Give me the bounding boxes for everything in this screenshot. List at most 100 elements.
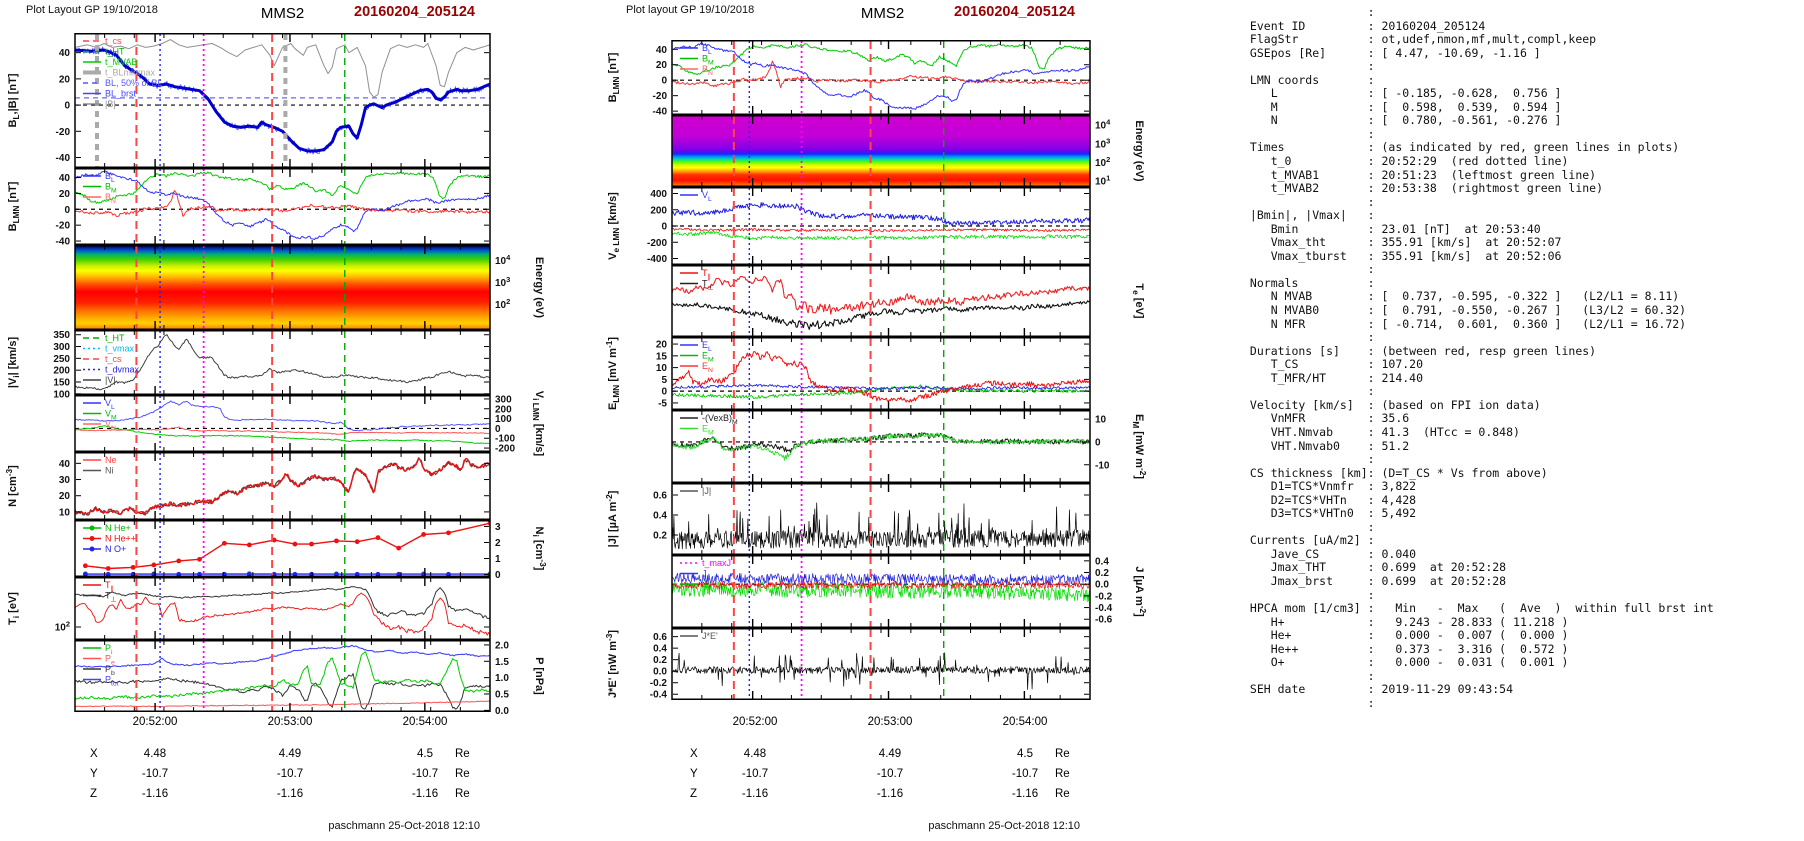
svg-text:VM: VM: [105, 409, 117, 422]
summary-line: :: [1243, 519, 1375, 534]
credit-line: paschmann 25-Oct-2018 12:10: [328, 820, 480, 832]
svg-text:0.6: 0.6: [653, 491, 667, 502]
svg-text:350: 350: [53, 330, 70, 341]
svg-text:|V|: |V|: [105, 375, 116, 385]
svg-text:BM: BM: [105, 182, 117, 195]
svg-text:Ni: Ni: [105, 466, 114, 476]
svg-text:Ti [eV]: Ti [eV]: [7, 592, 21, 625]
time-tick-label: 20:53:00: [867, 716, 913, 728]
time-axis-labels: 20:52:00 20:53:00 20:54:00: [0, 716, 560, 732]
svg-text:|J| [µA m-2]: |J| [µA m-2]: [604, 490, 619, 547]
svg-text:t_cs: t_cs: [105, 354, 122, 364]
pos-unit: Re: [455, 768, 470, 780]
svg-text:0.6: 0.6: [653, 632, 667, 643]
svg-text:-0.4: -0.4: [1095, 603, 1113, 614]
svg-text:Pe: Pe: [105, 654, 115, 667]
time-tick-label: 20:52:00: [732, 716, 778, 728]
pos-unit: Re: [455, 748, 470, 760]
svg-text:EM: EM: [702, 424, 714, 437]
svg-text:150: 150: [53, 378, 70, 389]
svg-text:-0.2: -0.2: [650, 678, 668, 689]
svg-text:300: 300: [53, 342, 70, 353]
svg-text:3: 3: [495, 522, 501, 533]
svg-text:VN: VN: [105, 419, 116, 432]
pos-value: -1.16: [1011, 788, 1039, 800]
summary-line: :: [1243, 262, 1375, 277]
svg-text:BL_brst: BL_brst: [105, 89, 137, 99]
svg-text:250: 250: [53, 354, 70, 365]
svg-text:EM [mW m-2]: EM [mW m-2]: [1131, 414, 1148, 479]
svg-text:102: 102: [495, 297, 510, 311]
svg-text:t_HT: t_HT: [105, 333, 125, 343]
svg-text:Energy (eV): Energy (eV): [1133, 120, 1145, 181]
svg-text:0.4: 0.4: [653, 644, 667, 655]
summary-line: Velocity [km/s] : (based on FPI ion data…: [1243, 397, 1541, 412]
summary-line: SEH date : 2019-11-29 09:43:54: [1243, 682, 1514, 697]
summary-line: FlagStr : ot,udef,nmon,mf,mult,compl,kee…: [1243, 32, 1597, 47]
summary-line: N MFR : [ -0.714, 0.601, 0.360 ] (L2/L1 …: [1243, 316, 1687, 331]
svg-text:-10: -10: [1095, 460, 1110, 471]
svg-text:104: 104: [1095, 118, 1111, 132]
svg-text:102: 102: [1095, 155, 1110, 169]
event-summary-panel: : Event ID : 20160204_205124 FlagStr : o…: [1243, 5, 1803, 710]
pos-value: -10.7: [141, 768, 169, 780]
svg-text:20: 20: [656, 340, 668, 351]
svg-text:VL: VL: [105, 398, 115, 411]
svg-text:BL: BL: [105, 171, 115, 184]
summary-line: :: [1243, 330, 1375, 345]
svg-text:1.0: 1.0: [495, 673, 509, 684]
svg-text:t_MVAB: t_MVAB: [105, 57, 137, 67]
summary-line: Vmax_tburst : 355.91 [km/s] at 20:52:06: [1243, 248, 1562, 263]
pos-value: -10.7: [1011, 768, 1039, 780]
summary-line: N MVAB : [ 0.737, -0.595, -0.322 ] (L2/L…: [1243, 289, 1680, 304]
svg-text:BN: BN: [702, 64, 713, 77]
svg-text:|Vi| [km/s]: |Vi| [km/s]: [7, 337, 21, 389]
svg-text:0.4: 0.4: [1095, 556, 1109, 567]
svg-text:-0.4: -0.4: [650, 690, 668, 701]
summary-line: :: [1243, 587, 1375, 602]
svg-text:30: 30: [59, 475, 71, 486]
svg-text:-0.2: -0.2: [1095, 591, 1113, 602]
svg-text:-20: -20: [653, 91, 668, 102]
summary-line: t_0 : 20:52:29 (red dotted line): [1243, 154, 1569, 169]
svg-text:Ptot: Ptot: [105, 675, 119, 688]
svg-text:Vi LMN [km/s]: Vi LMN [km/s]: [531, 391, 545, 457]
svg-text:JM: JM: [702, 579, 713, 592]
svg-text:Ne: Ne: [105, 455, 117, 465]
summary-line: Jmax_brst : 0.699 at 20:52:28: [1243, 573, 1507, 588]
plot-panel-ion-spectrogram: 104 103 102 Energy (eV): [74, 245, 545, 330]
summary-line: VnMFR : 35.6: [1243, 411, 1410, 426]
svg-text:0: 0: [661, 387, 667, 398]
pos-row-label: Y: [90, 768, 98, 780]
svg-text:0: 0: [661, 222, 667, 233]
summary-line: H+ : 9.243 - 28.833 ( 11.218 ): [1243, 614, 1569, 629]
svg-text:1.5: 1.5: [495, 657, 509, 668]
pos-row-label: X: [690, 748, 698, 760]
summary-line: Currents [uA/m2] :: [1243, 533, 1375, 548]
pos-value: -10.7: [411, 768, 439, 780]
summary-line: :: [1243, 452, 1375, 467]
summary-line: N MVAB0 : [ 0.791, -0.550, -0.267 ] (L3/…: [1243, 303, 1687, 318]
svg-text:T∥: T∥: [702, 268, 711, 281]
svg-text:20: 20: [59, 189, 71, 200]
summary-line: D1=TCS*Vnmfr : 3,822: [1243, 479, 1417, 494]
pos-unit: Re: [1055, 748, 1070, 760]
svg-text:|B|: |B|: [105, 99, 116, 109]
svg-text:0.0: 0.0: [653, 667, 667, 678]
svg-text:0: 0: [64, 101, 70, 112]
svg-text:20: 20: [59, 491, 71, 502]
svg-text:10: 10: [59, 507, 71, 518]
svg-text:0: 0: [1095, 437, 1101, 448]
summary-line: HPCA mom [1/cm3] : Min - Max ( Ave ) wit…: [1243, 601, 1714, 616]
svg-text:-20: -20: [56, 127, 71, 138]
svg-text:Pi: Pi: [105, 643, 113, 656]
svg-text:N He+: N He+: [105, 523, 131, 533]
svg-text:40: 40: [59, 459, 71, 470]
svg-text:Ve LMN [km/s]: Ve LMN [km/s]: [607, 192, 621, 260]
svg-text:5: 5: [661, 375, 667, 386]
svg-text:400: 400: [650, 189, 667, 200]
